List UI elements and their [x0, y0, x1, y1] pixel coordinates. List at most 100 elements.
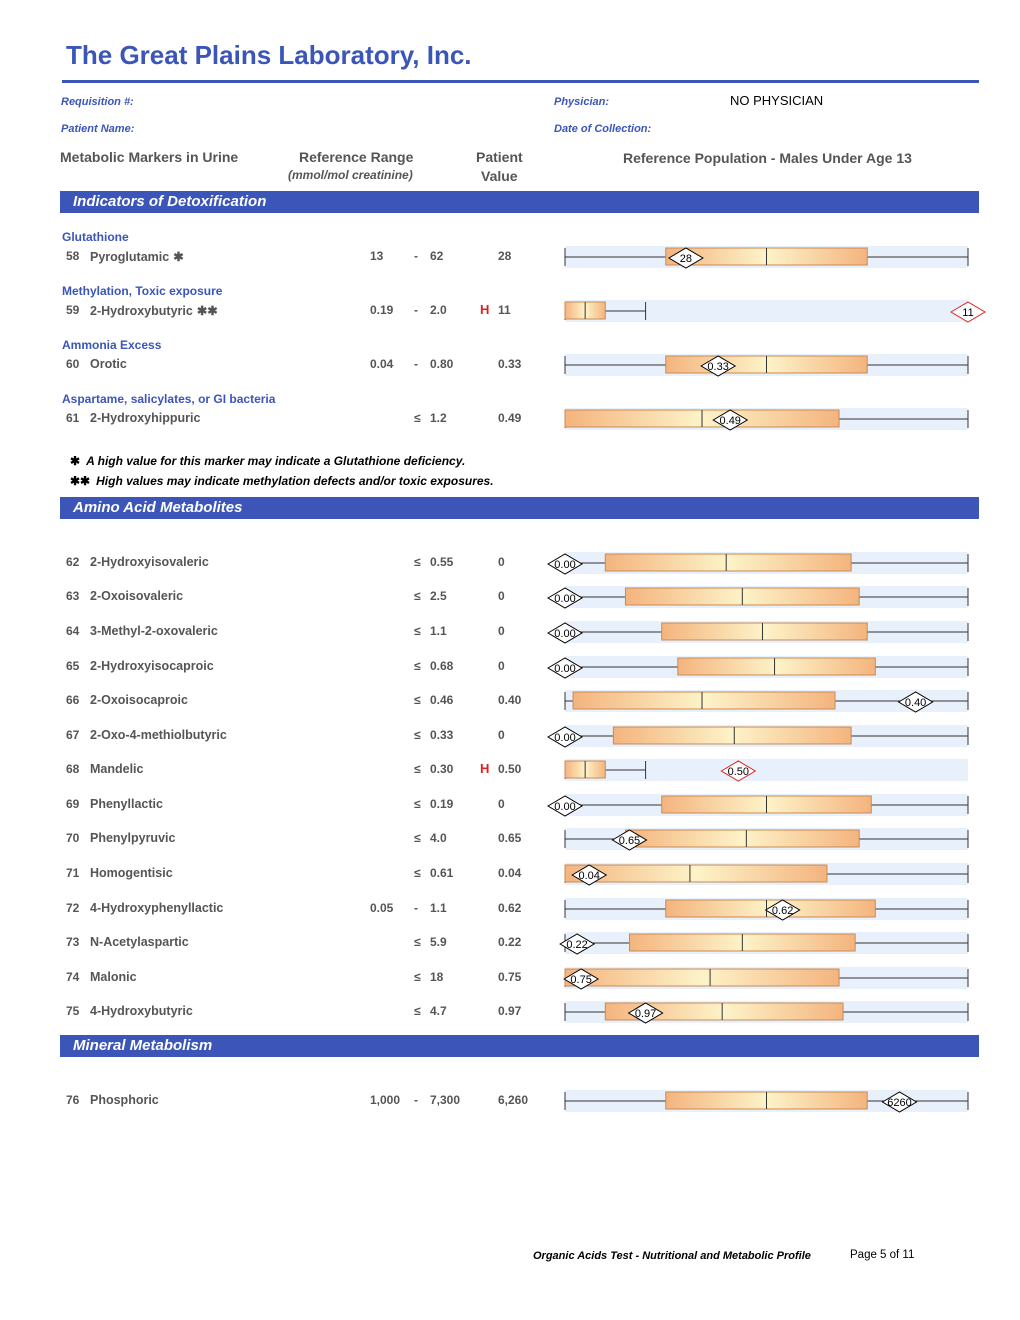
patient-value: 0 — [498, 659, 505, 673]
reference-population-graph: 0.00 — [547, 586, 969, 609]
column-reference-range: Reference Range — [299, 149, 414, 165]
reference-separator: ≤ — [414, 555, 421, 569]
reference-population-graph: 0.49 — [564, 408, 969, 431]
marker-name: 2-Hydroxyisovaleric — [90, 555, 209, 569]
table-row: 58 Pyroglutamic ✱ 13 -62 28 28 — [0, 245, 1020, 269]
marker-name: 2-Oxoisocaproic — [90, 693, 188, 707]
patient-name-label: Patient Name: — [61, 123, 135, 135]
reference-box — [604, 1002, 844, 1021]
marker-name: Phenylpyruvic — [90, 831, 176, 845]
reference-separator: - — [414, 249, 418, 263]
table-row: 67 2-Oxo-4-methiolbutyric ≤0.33 0 0.00 — [0, 724, 1020, 748]
reference-separator: ≤ — [414, 624, 421, 638]
marker-number: 60 — [66, 357, 80, 371]
marker-name: Phenyllactic — [90, 797, 163, 811]
patient-marker — [547, 795, 583, 817]
patient-value: 0.65 — [498, 831, 522, 845]
table-row: 74 Malonic ≤18 0.75 0.75 — [0, 966, 1020, 990]
patient-value: 0.04 — [498, 866, 522, 880]
table-row: 75 4-Hydroxybutyric ≤4.7 0.97 0.97 — [0, 1000, 1020, 1024]
reference-high: 18 — [430, 970, 444, 984]
marker-name: 2-Hydroxyisocaproic — [90, 659, 214, 673]
section-detox-title: Indicators of Detoxification — [73, 193, 267, 210]
patient-marker — [897, 691, 934, 713]
reference-high: 1.2 — [430, 411, 447, 425]
marker-name: 2-Oxoisovaleric — [90, 589, 184, 603]
reference-high: 0.33 — [430, 728, 454, 742]
patient-marker — [950, 301, 986, 323]
patient-marker-label: 0.04 — [578, 870, 599, 882]
marker-number: 73 — [66, 935, 80, 949]
patient-value: 0.33 — [498, 357, 522, 371]
patient-marker-label: 0.75 — [570, 974, 591, 986]
reference-high: 5.9 — [430, 935, 447, 949]
reference-box — [612, 726, 852, 745]
marker-number: 61 — [66, 411, 80, 425]
reference-box — [624, 829, 860, 848]
patient-marker — [547, 657, 583, 679]
category-methylation: Methylation, Toxic exposure — [62, 284, 223, 298]
patient-marker — [712, 409, 749, 431]
patient-value: 0.97 — [498, 1004, 522, 1018]
reference-population-graph: 0.33 — [564, 354, 969, 377]
reference-population-graph: 0.50 — [564, 759, 968, 782]
reference-separator: ≤ — [414, 970, 421, 984]
section-detox-bar: Indicators of Detoxification — [60, 191, 979, 213]
patient-marker — [547, 622, 583, 644]
reference-population-graph: 0.00 — [547, 794, 969, 817]
footnote-single-text: A high value for this marker may indicat… — [86, 454, 466, 468]
title-divider — [62, 80, 979, 83]
marker-number: 71 — [66, 866, 80, 880]
marker-number: 62 — [66, 555, 80, 569]
reference-separator: - — [414, 303, 418, 317]
marker-number: 64 — [66, 624, 80, 638]
collection-date-label: Date of Collection: — [554, 123, 652, 135]
reference-population-graph: 0.62 — [564, 898, 969, 921]
patient-marker-label: 0.40 — [905, 697, 926, 709]
table-row: 59 2-Hydroxybutyric ✱✱ 0.19 -2.0 H 11 11 — [0, 299, 1020, 323]
marker-number: 76 — [66, 1093, 80, 1107]
marker-number: 67 — [66, 728, 80, 742]
reference-population-graph: 0.00 — [547, 552, 969, 575]
marker-name: 2-Oxo-4-methiolbutyric — [90, 728, 227, 742]
patient-value: 0 — [498, 555, 505, 569]
marker-number: 58 — [66, 249, 80, 263]
table-row: 63 2-Oxoisovaleric ≤2.5 0 0.00 — [0, 585, 1020, 609]
patient-marker — [559, 933, 596, 955]
marker-name: Orotic — [90, 357, 127, 371]
patient-marker-label: 0.97 — [635, 1008, 656, 1020]
reference-separator: ≤ — [414, 762, 421, 776]
patient-marker-label: 0.00 — [554, 801, 575, 813]
marker-number: 63 — [66, 589, 80, 603]
reference-population-graph: 0.04 — [564, 863, 969, 886]
table-row: 64 3-Methyl-2-oxovaleric ≤1.1 0 0.00 — [0, 620, 1020, 644]
requisition-label: Requisition #: — [61, 96, 134, 108]
marker-name: Pyroglutamic ✱ — [90, 249, 184, 264]
reference-population-graph: 0.65 — [564, 828, 969, 851]
patient-value: 0 — [498, 797, 505, 811]
table-row: 61 2-Hydroxyhippuric ≤1.2 0.49 0.49 — [0, 407, 1020, 431]
reference-high: 2.5 — [430, 589, 447, 603]
table-row: 69 Phenyllactic ≤0.19 0 0.00 — [0, 793, 1020, 817]
reference-population-graph: 0.97 — [564, 1001, 969, 1024]
patient-marker — [881, 1091, 918, 1113]
reference-high: 0.55 — [430, 555, 454, 569]
patient-marker-label: 0.49 — [720, 415, 741, 427]
reference-separator: - — [414, 901, 418, 915]
reference-separator: ≤ — [414, 1004, 421, 1018]
reference-separator: ≤ — [414, 935, 421, 949]
reference-population-graph: 0.22 — [559, 932, 969, 955]
table-row: 65 2-Hydroxyisocaproic ≤0.68 0 0.00 — [0, 655, 1020, 679]
marker-name: N-Acetylaspartic — [90, 935, 189, 949]
reference-high: 0.46 — [430, 693, 454, 707]
marker-number: 72 — [66, 901, 80, 915]
marker-number: 59 — [66, 303, 80, 317]
reference-high: 2.0 — [430, 303, 447, 317]
reference-separator: ≤ — [414, 589, 421, 603]
reference-population-graph: 0.00 — [547, 725, 969, 748]
reference-high: 4.0 — [430, 831, 447, 845]
table-row: 66 2-Oxoisocaproic ≤0.46 0.40 0.40 — [0, 689, 1020, 713]
column-reference-population: Reference Population - Males Under Age 1… — [623, 150, 912, 166]
marker-name: 4-Hydroxyphenyllactic — [90, 901, 224, 915]
column-markers: Metabolic Markers in Urine — [60, 149, 239, 165]
